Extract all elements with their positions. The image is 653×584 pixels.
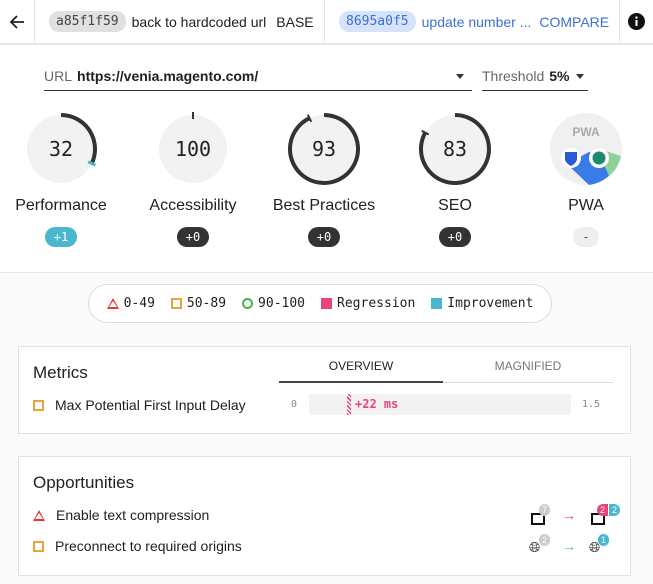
category-name: Best Practices [272,197,376,214]
score-gauge: 32 [27,113,97,183]
opportunity-row[interactable]: Preconnect to required origins [33,538,242,554]
improved-count: 1 [598,534,610,546]
metric-delta: +22 ms [355,397,399,411]
globe-icon: 🌐︎ [529,539,541,555]
circle-icon [242,298,254,309]
score-arc [60,113,97,165]
compare-label: COMPARE [539,13,610,30]
axis-max: 1.5 [582,399,601,410]
square-icon [170,298,182,309]
opportunity-name: Preconnect to required origins [55,538,242,554]
base-build[interactable]: a85f1f59 back to hardcoded url BASE [35,0,325,43]
gauge-accessibility[interactable]: 100 Accessibility +0 [133,112,253,247]
triangle-icon [106,298,119,309]
compare-build[interactable]: 8695a0f5 update number ... COMPARE [325,0,620,43]
globe-icon: 🌐︎ [589,539,601,555]
document-icon [531,513,545,525]
pwa-badge-icon: PWA [550,113,622,185]
regression-delta-bar [347,394,351,415]
gauge-seo[interactable]: 83 SEO +0 [395,112,515,247]
threshold-value: 5% [549,68,570,84]
score-diff-badge: +0 [176,227,210,247]
url-label: URL [44,68,73,84]
legend-fail: 0-49 [106,296,155,311]
score-gauge: 83 [419,113,491,185]
threshold-label: Threshold [482,68,545,84]
metric-row[interactable]: Max Potential First Input Delay [33,397,246,413]
score-value: 32 [49,137,73,161]
tab-overview[interactable]: OVERVIEW [279,359,443,383]
score-diff-badge: +1 [44,227,78,247]
tab-magnified[interactable]: MAGNIFIED [443,359,613,383]
comparison-content: 0-49 50-89 90-100 Regression Improvement… [0,272,653,584]
url-value: https://venia.magento.com/ [77,68,259,84]
score-arc [288,113,361,185]
back-button[interactable] [0,0,35,43]
info-icon [628,13,645,30]
compare-message: update number ... [421,13,532,30]
opportunities-title: Opportunities [33,473,135,492]
score-value: 93 [312,137,336,161]
square-icon [33,399,44,411]
caret-down-icon [576,74,584,79]
base-count: 2 [539,534,551,546]
opportunity-row[interactable]: Enable text compression [33,507,209,523]
score-gauge: 93 [288,113,361,185]
legend-average: 50-89 [170,296,226,311]
arrow-right-icon: → [562,507,576,523]
category-name: SEO [438,197,472,214]
base-message: back to hardcoded url [131,13,267,30]
category-name: Performance [15,197,107,214]
score-gauge: 100 [159,112,227,183]
url-select[interactable]: URL https://venia.magento.com/ [44,62,472,91]
base-count: 7 [539,504,551,516]
arrow-right-icon: → [562,538,576,554]
caret-down-icon [456,74,464,79]
svg-text:PWA: PWA [572,125,600,139]
score-diff-badge: +0 [307,227,341,247]
gauge-performance[interactable]: 32 Performance +1 [1,112,121,247]
score-diff-badge: - [573,227,599,247]
score-diff-badge: +0 [438,227,472,247]
opportunities-card: Opportunities Enable text compression Pr… [18,456,631,576]
score-arc [419,113,491,185]
category-name: PWA [568,197,604,214]
base-tick [306,114,313,123]
info-button[interactable] [620,13,653,30]
regressed-count: 2 [597,504,609,516]
legend-improvement: Improvement [431,296,533,311]
improved-count: 2 [609,504,621,516]
category-name: Accessibility [149,197,237,214]
score-value: 100 [175,137,211,161]
improvement-swatch [431,298,443,309]
improvement-tick [87,160,97,167]
gauge-best-practices[interactable]: 93 Best Practices +0 [264,112,384,247]
axis-min: 0 [291,399,298,410]
threshold-select[interactable]: Threshold 5% [482,62,588,91]
legend: 0-49 50-89 90-100 Regression Improvement [88,284,552,323]
triangle-icon [33,509,45,521]
base-hash: a85f1f59 [49,11,126,32]
metrics-card: Metrics OVERVIEW MAGNIFIED Max Potential… [18,346,631,434]
base-tick [421,129,430,136]
square-icon [33,540,44,552]
opportunity-name: Enable text compression [56,507,210,523]
header: a85f1f59 back to hardcoded url BASE 8695… [0,0,653,45]
metrics-title: Metrics [33,363,88,382]
score-value: 83 [443,137,467,161]
compare-hash: 8695a0f5 [339,11,416,32]
legend-regression: Regression [321,296,415,311]
gauge-pwa[interactable]: PWA PWA - [526,112,646,247]
legend-pass: 90-100 [242,296,305,311]
regression-swatch [321,298,333,309]
arrow-left-icon [9,14,24,29]
base-label: BASE [276,13,314,30]
metric-name: Max Potential First Input Delay [55,397,246,413]
metric-bar-track: +22 ms [309,394,571,415]
